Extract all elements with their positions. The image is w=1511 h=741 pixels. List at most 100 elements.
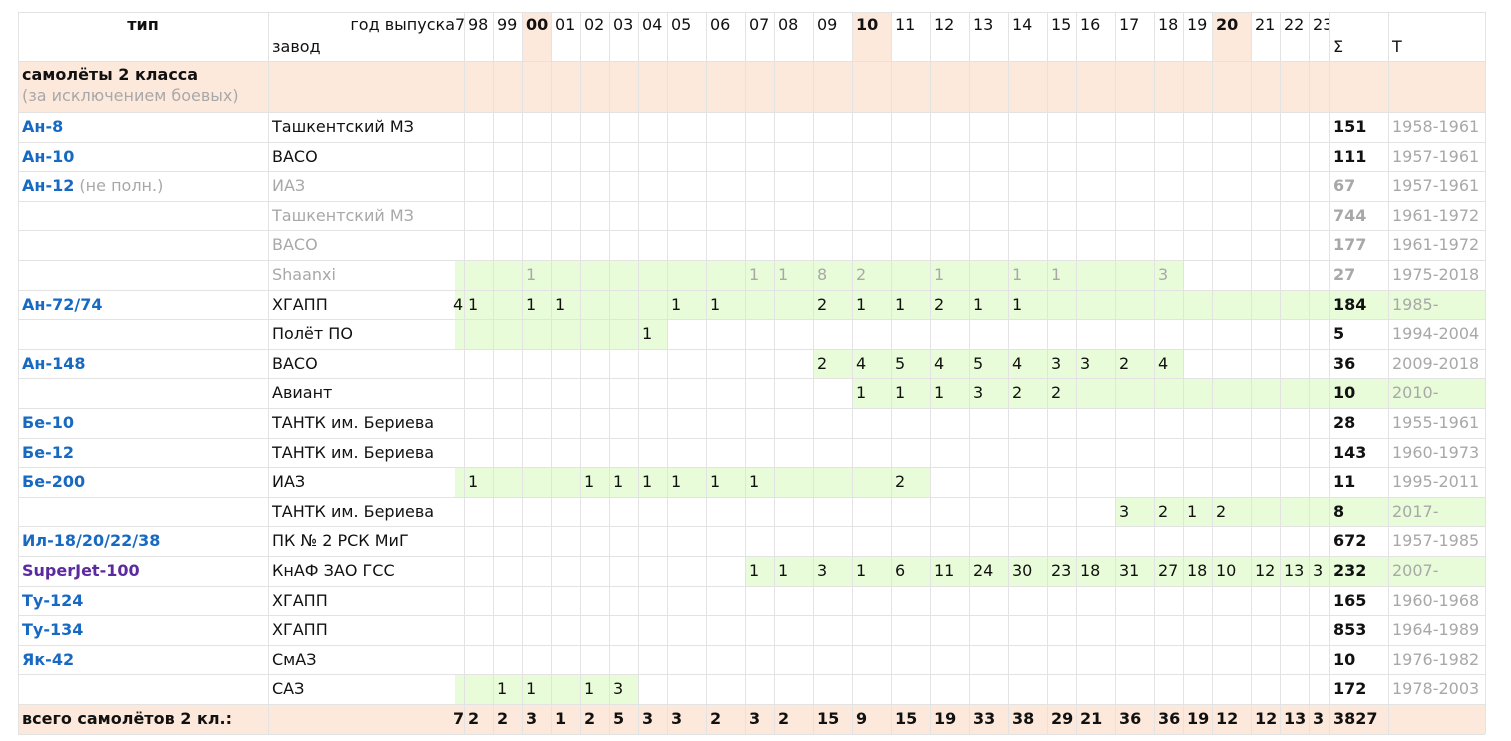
aircraft-type-link[interactable]: Ан-8: [22, 112, 266, 141]
plant-name: САЗ: [272, 679, 305, 699]
column-header-year-17: 17: [1119, 15, 1140, 34]
plant-name: ВАСО: [272, 353, 318, 373]
aircraft-type-name[interactable]: Бе-200: [22, 472, 86, 492]
aircraft-type-link[interactable]: Бе-12: [22, 438, 266, 467]
total-year-23: 3: [1313, 709, 1325, 728]
grid-line: [18, 645, 1485, 646]
grid-line: [18, 230, 1485, 231]
production-period: 1961-1972: [1392, 205, 1480, 225]
aircraft-type-name[interactable]: Бе-10: [22, 413, 74, 432]
column-header-year-18: 18: [1158, 15, 1179, 34]
year-value-03: 1: [613, 472, 624, 492]
aircraft-type-link[interactable]: Ан-72/74: [22, 290, 266, 319]
year-value-98: 1: [468, 472, 479, 492]
year-value-13: 24: [973, 561, 994, 580]
column-header-year-03: 03: [613, 15, 634, 34]
production-period: 1975-2018: [1392, 265, 1480, 284]
year-value-05: 1: [671, 472, 682, 492]
grid-line: [18, 260, 1485, 261]
grid-line: [18, 497, 1485, 498]
row-green-band: [1115, 496, 1329, 527]
aircraft-type-link[interactable]: Ил-18/20/22/38: [22, 526, 266, 555]
aircraft-type-link[interactable]: Бе-200: [22, 467, 266, 496]
grid-line: [493, 12, 494, 734]
total-year-09: 15: [817, 709, 840, 728]
aircraft-type-link[interactable]: Бе-10: [22, 408, 266, 437]
year-value-13: 1: [973, 294, 984, 314]
aircraft-type-name[interactable]: Ан-12: [22, 176, 75, 196]
total-year-12: 19: [934, 709, 957, 728]
column-header-year-04: 04: [642, 15, 663, 34]
production-period: 1958-1961: [1392, 117, 1480, 136]
year-value-17: 2: [1119, 353, 1130, 373]
row-sum: 67: [1333, 176, 1356, 196]
row-sum: 184: [1333, 294, 1367, 314]
grid-line: [745, 12, 746, 734]
column-header-year-22: 22: [1284, 15, 1305, 34]
aircraft-type-name[interactable]: Ту-134: [22, 620, 84, 640]
year-value-21: 12: [1255, 561, 1276, 580]
plant-name: Полёт ПО: [272, 324, 353, 344]
production-period: 1955-1961: [1392, 413, 1480, 432]
year-value-02: 1: [584, 472, 595, 492]
aircraft-type-name[interactable]: Ил-18/20/22/38: [22, 531, 161, 551]
year-value-12: 11: [934, 561, 955, 580]
grid-line: [1076, 12, 1077, 734]
grid-line: [268, 12, 269, 734]
plant-name: Shaanxi: [272, 265, 336, 284]
year-value-15: 23: [1051, 561, 1072, 580]
year-value-20: 10: [1216, 561, 1237, 580]
row-green-band: [1329, 556, 1485, 586]
aircraft-type-name[interactable]: Ан-10: [22, 146, 75, 166]
column-header-year-00: 00: [526, 15, 549, 34]
plant-name: ИАЗ: [272, 472, 306, 492]
plant-name: Авиант: [272, 383, 333, 403]
grid-line: [18, 319, 1485, 320]
year-value-09: 2: [817, 353, 828, 373]
year-value-14: 1: [1012, 265, 1023, 284]
grid-line: [18, 615, 1485, 616]
aircraft-type-name[interactable]: Бе-12: [22, 442, 74, 462]
aircraft-type-link[interactable]: Як-42: [22, 645, 266, 674]
year-value-13: 5: [973, 353, 984, 373]
aircraft-type-link[interactable]: Ан-148: [22, 349, 266, 378]
year-value-11: 1: [895, 294, 906, 314]
aircraft-type-link[interactable]: Ту-134: [22, 615, 266, 644]
production-period: 1957-1961: [1392, 176, 1480, 196]
total-year-08: 2: [778, 709, 790, 728]
aircraft-type-note: (не полн.): [74, 176, 164, 196]
aircraft-type-link[interactable]: Ту-124: [22, 586, 266, 615]
grid-line: [18, 61, 1485, 62]
column-header-year-98: 98: [468, 15, 489, 34]
production-period: 1957-1985: [1392, 531, 1480, 551]
total-year-05: 3: [671, 709, 683, 728]
aircraft-type-name[interactable]: Як-42: [22, 649, 75, 669]
column-header-year-09: 09: [817, 15, 838, 34]
aircraft-type-name[interactable]: Ан-8: [22, 117, 64, 136]
aircraft-type-name[interactable]: Ту-124: [22, 590, 84, 610]
production-period: 2017-: [1392, 501, 1439, 521]
year-value-18: 2: [1158, 501, 1169, 521]
total-cut-year: 7: [453, 709, 464, 728]
year-value-16: 3: [1080, 353, 1091, 373]
total-year-19: 19: [1187, 709, 1210, 728]
production-period: 1976-1982: [1392, 649, 1480, 669]
aircraft-type-name[interactable]: SuperJet-100: [22, 561, 140, 580]
row-sum: 165: [1333, 590, 1367, 610]
plant-name: ТАНТК им. Бериева: [272, 501, 435, 521]
aircraft-type-link[interactable]: SuperJet-100: [22, 556, 266, 585]
production-period: 1994-2004: [1392, 324, 1480, 344]
aircraft-type-link[interactable]: Ан-12 (не полн.): [22, 171, 266, 200]
column-header-year-23: 23: [1313, 15, 1329, 34]
production-period: 1978-2003: [1392, 679, 1480, 699]
year-value-09: 2: [817, 294, 828, 314]
column-header-year-01: 01: [555, 15, 576, 34]
grid-line: [1212, 12, 1213, 734]
row-green-band: [1329, 289, 1485, 320]
year-value-07: 1: [749, 561, 760, 580]
aircraft-type-name[interactable]: Ан-148: [22, 353, 86, 373]
year-value-11: 6: [895, 561, 906, 580]
aircraft-type-name[interactable]: Ан-72/74: [22, 294, 103, 314]
aircraft-type-link[interactable]: Ан-10: [22, 142, 266, 171]
year-value-11: 1: [895, 383, 906, 403]
